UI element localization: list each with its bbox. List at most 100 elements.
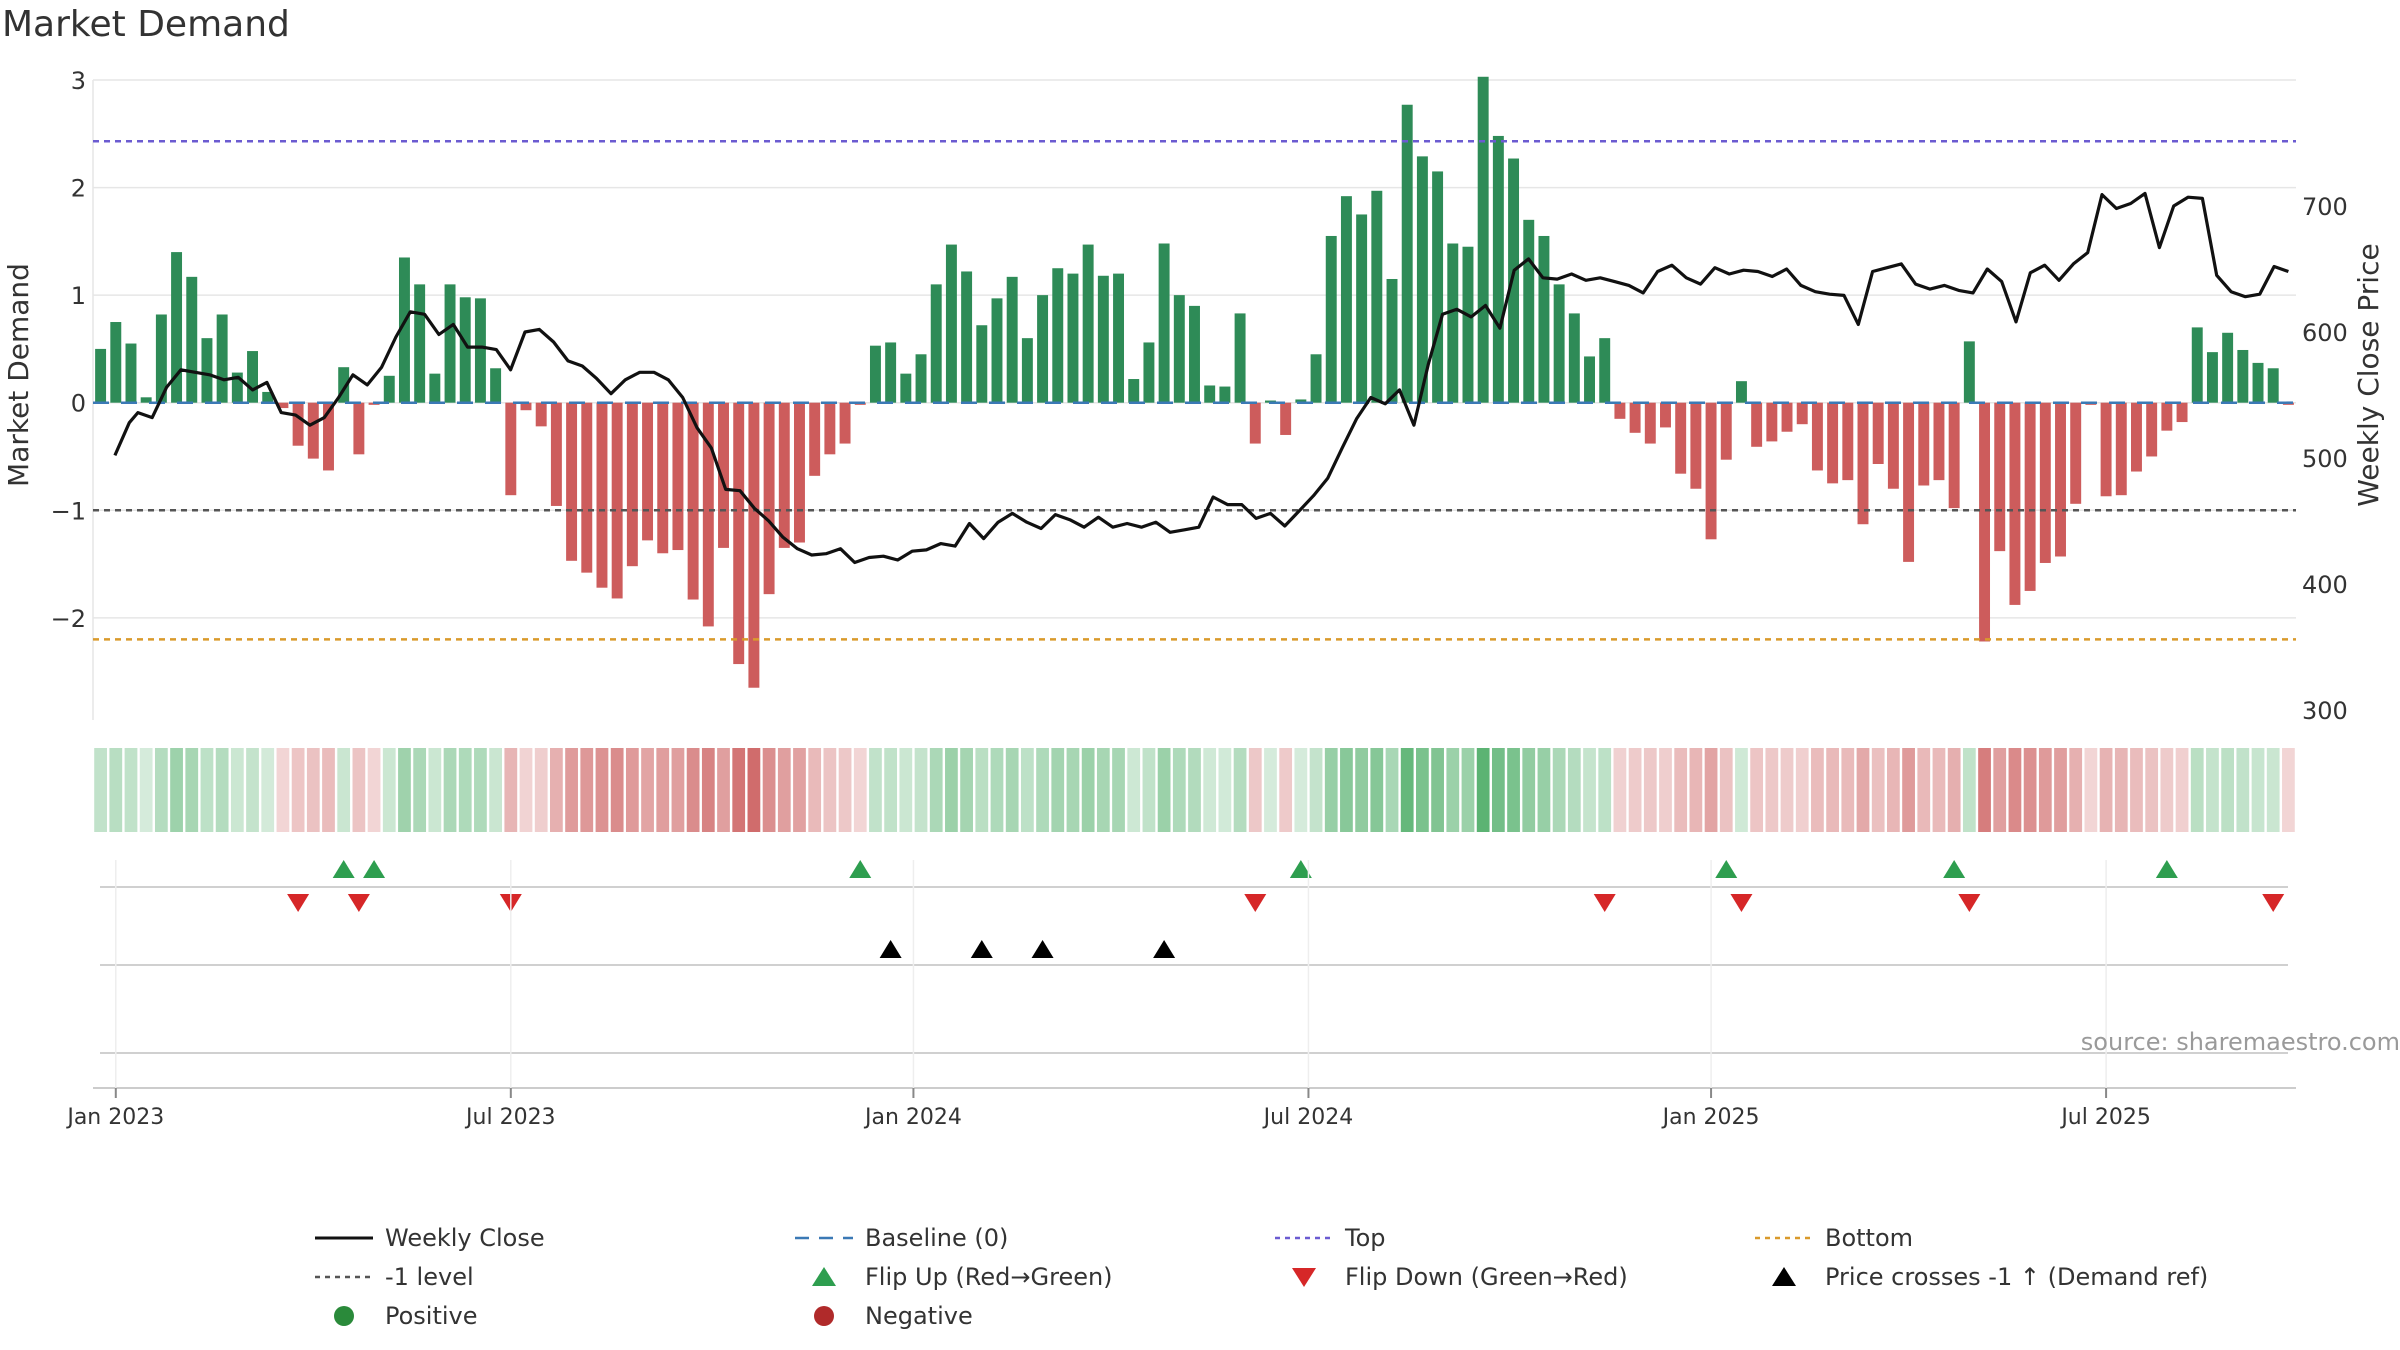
heatmap-cell	[580, 748, 594, 832]
heatmap-cell	[1051, 748, 1065, 832]
demand-bar	[1189, 305, 1200, 403]
heatmap-cell	[793, 748, 806, 832]
demand-bar	[1052, 268, 1064, 403]
demand-bar	[1963, 341, 1975, 403]
heatmap-cell	[154, 748, 168, 832]
demand-bar	[718, 402, 729, 548]
y-right-tick-label: 700	[2302, 193, 2348, 221]
heatmap-cell	[1446, 748, 1460, 832]
heatmap-cell	[1795, 748, 1809, 832]
demand-bar	[2252, 362, 2264, 403]
source-label: source: sharemaestro.com	[2081, 1028, 2400, 1056]
legend-label: Flip Up (Red→Green)	[865, 1263, 1113, 1291]
demand-bar	[581, 402, 593, 573]
heatmap-cell	[990, 748, 1004, 832]
demand-bar	[1872, 402, 1884, 464]
heatmap-cell	[367, 748, 381, 832]
heatmap-cell	[322, 748, 335, 832]
heatmap-cell	[519, 748, 533, 832]
demand-bar	[2176, 402, 2188, 423]
heatmap-cell	[1127, 748, 1141, 832]
heatmap-cell	[550, 748, 563, 832]
x-tick-label: Jan 2024	[863, 1105, 962, 1130]
legend-item: Positive	[334, 1302, 478, 1330]
heatmap-cell	[1431, 748, 1444, 832]
y-axis-right-label: Weekly Close Price	[2352, 243, 2385, 506]
legend-circle-icon	[334, 1306, 354, 1326]
demand-bar	[702, 402, 714, 627]
heatmap-cell	[1066, 748, 1080, 832]
heatmap-cell	[2038, 748, 2052, 832]
heatmap-cell	[717, 748, 730, 832]
heatmap-cell	[1416, 748, 1429, 832]
heatmap-cell	[1461, 748, 1475, 832]
demand-bar	[1082, 244, 1094, 403]
demand-bar	[1811, 402, 1823, 471]
demand-bar	[1827, 402, 1839, 484]
heatmap-cell	[2069, 748, 2083, 832]
demand-bar	[1705, 402, 1717, 540]
legend-item: Baseline (0)	[795, 1224, 1008, 1252]
heatmap-cell	[1264, 748, 1277, 832]
heatmap-cell	[2084, 748, 2098, 832]
demand-bar	[1401, 104, 1413, 403]
heatmap-cell	[625, 748, 639, 832]
heatmap-cell	[1841, 748, 1855, 832]
heatmap-cell	[701, 748, 715, 832]
demand-bar	[2055, 402, 2066, 557]
x-tick-label: Jul 2024	[1262, 1105, 1354, 1130]
demand-bar	[231, 372, 243, 403]
flip-up-marker	[2155, 860, 2178, 878]
demand-bar	[398, 257, 410, 403]
demand-bar	[1492, 135, 1504, 403]
demand-bar	[794, 402, 805, 543]
demand-bar	[1933, 402, 1945, 481]
demand-bar	[277, 402, 289, 409]
heatmap-cell	[1096, 748, 1110, 832]
y-axis-right-ticks: 700 600 500 400 300	[2302, 193, 2348, 725]
legend-label: Baseline (0)	[865, 1224, 1008, 1252]
demand-bar	[1128, 379, 1140, 403]
demand-bar	[171, 252, 183, 403]
heatmap-cell	[1112, 748, 1125, 832]
heatmap-cell	[1218, 748, 1232, 832]
heatmap-cell	[1887, 748, 1900, 832]
demand-bar	[1644, 402, 1656, 444]
demand-bar	[839, 402, 851, 444]
demand-bar	[733, 402, 745, 665]
chart-title: Market Demand	[2, 4, 290, 45]
demand-bar	[505, 402, 517, 496]
x-tick-label: Jan 2023	[65, 1105, 164, 1130]
heatmap-cell	[139, 748, 153, 832]
legend: Weekly Close Baseline (0) Top Bottom -1 leve…	[315, 1224, 2208, 1330]
y-left-tick-label: 0	[71, 390, 86, 418]
heatmap-cell	[200, 748, 214, 832]
demand-bar	[1021, 338, 1033, 403]
heatmap-cell	[2023, 748, 2037, 832]
demand-bar	[1584, 356, 1595, 403]
legend-label: Weekly Close	[385, 1224, 545, 1252]
heatmap-cell	[291, 748, 305, 832]
y-right-tick-label: 500	[2302, 445, 2348, 473]
demand-bar	[809, 402, 821, 476]
demand-bar	[429, 373, 441, 403]
heatmap-cell	[1370, 748, 1384, 832]
y-left-tick-label: −1	[51, 497, 86, 525]
heatmap-cell	[1400, 748, 1414, 832]
heatmap-cell	[808, 748, 822, 832]
legend-label: Negative	[865, 1302, 973, 1330]
demand-bar	[1508, 158, 1520, 403]
flip-down-marker	[287, 894, 310, 912]
heatmap-cell	[2099, 748, 2113, 832]
heatmap-cell	[1826, 748, 1839, 832]
heatmap-cell	[869, 748, 882, 832]
heatmap-cell	[641, 748, 654, 832]
heatmap-cell	[1491, 748, 1505, 832]
y-left-tick-label: 2	[71, 175, 86, 203]
legend-circle-icon	[814, 1306, 834, 1326]
close-price-layer	[113, 191, 2289, 565]
heatmap-cell	[1248, 748, 1262, 832]
heatmap-cell	[2190, 748, 2204, 832]
heatmap-cell	[777, 748, 791, 832]
